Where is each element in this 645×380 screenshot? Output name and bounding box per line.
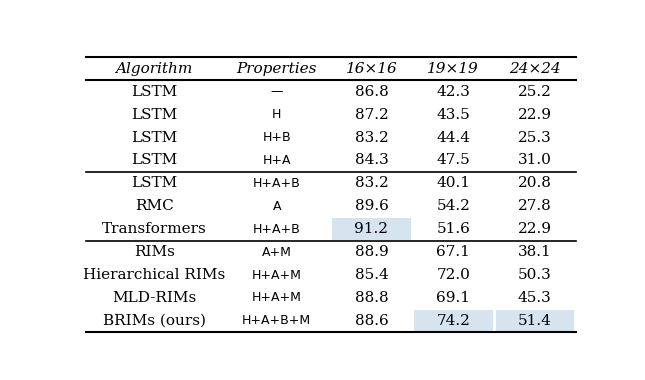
Text: H+A+B: H+A+B (253, 177, 301, 190)
Text: H+A+M: H+A+M (252, 291, 302, 304)
Text: 24×24: 24×24 (509, 62, 561, 76)
Text: A: A (272, 200, 281, 213)
Text: H+A+B: H+A+B (253, 223, 301, 236)
Text: BRIMs (ours): BRIMs (ours) (103, 314, 206, 328)
Text: 54.2: 54.2 (436, 199, 470, 213)
Text: 51.6: 51.6 (436, 222, 470, 236)
Text: —: — (270, 85, 283, 98)
Text: 19×19: 19×19 (428, 62, 479, 76)
Text: LSTM: LSTM (131, 108, 177, 122)
Text: 67.1: 67.1 (436, 245, 470, 259)
Text: RMC: RMC (135, 199, 174, 213)
Text: H+A+M: H+A+M (252, 269, 302, 282)
Text: 85.4: 85.4 (355, 268, 388, 282)
Text: 16×16: 16×16 (346, 62, 397, 76)
Text: 31.0: 31.0 (518, 154, 551, 168)
Text: 83.2: 83.2 (355, 130, 388, 144)
Text: 22.9: 22.9 (518, 108, 552, 122)
Text: 40.1: 40.1 (436, 176, 470, 190)
Bar (495, 310, 574, 332)
Text: 25.2: 25.2 (518, 85, 551, 99)
Text: 84.3: 84.3 (355, 154, 388, 168)
Text: 45.3: 45.3 (518, 291, 551, 305)
Text: LSTM: LSTM (131, 154, 177, 168)
Text: Algorithm: Algorithm (115, 62, 193, 76)
Text: 22.9: 22.9 (518, 222, 552, 236)
Text: H: H (272, 108, 281, 121)
Text: 47.5: 47.5 (437, 154, 470, 168)
Text: 88.9: 88.9 (355, 245, 388, 259)
Text: 42.3: 42.3 (436, 85, 470, 99)
Text: 74.2: 74.2 (436, 314, 470, 328)
Text: A+M: A+M (262, 245, 292, 259)
Text: LSTM: LSTM (131, 85, 177, 99)
Text: 86.8: 86.8 (355, 85, 388, 99)
Text: 38.1: 38.1 (518, 245, 551, 259)
Text: Hierarchical RIMs: Hierarchical RIMs (83, 268, 225, 282)
Text: 88.6: 88.6 (355, 314, 388, 328)
Text: MLD-RIMs: MLD-RIMs (112, 291, 196, 305)
Text: 83.2: 83.2 (355, 176, 388, 190)
Text: 25.3: 25.3 (518, 130, 551, 144)
Text: 89.6: 89.6 (355, 199, 388, 213)
Text: 44.4: 44.4 (436, 130, 470, 144)
Text: 27.8: 27.8 (518, 199, 551, 213)
Text: 43.5: 43.5 (437, 108, 470, 122)
Text: Properties: Properties (237, 62, 317, 76)
Text: 72.0: 72.0 (436, 268, 470, 282)
Text: 69.1: 69.1 (436, 291, 470, 305)
Text: 51.4: 51.4 (518, 314, 551, 328)
Text: Transformers: Transformers (102, 222, 206, 236)
Text: 88.8: 88.8 (355, 291, 388, 305)
Text: LSTM: LSTM (131, 130, 177, 144)
Text: LSTM: LSTM (131, 176, 177, 190)
Text: H+A: H+A (263, 154, 291, 167)
Text: 87.2: 87.2 (355, 108, 388, 122)
Text: H+A+B+M: H+A+B+M (242, 314, 312, 328)
Bar (414, 310, 493, 332)
Text: 20.8: 20.8 (518, 176, 551, 190)
Text: 50.3: 50.3 (518, 268, 551, 282)
Text: 91.2: 91.2 (355, 222, 388, 236)
Text: H+B: H+B (263, 131, 291, 144)
Text: RIMs: RIMs (134, 245, 175, 259)
Bar (332, 218, 411, 240)
